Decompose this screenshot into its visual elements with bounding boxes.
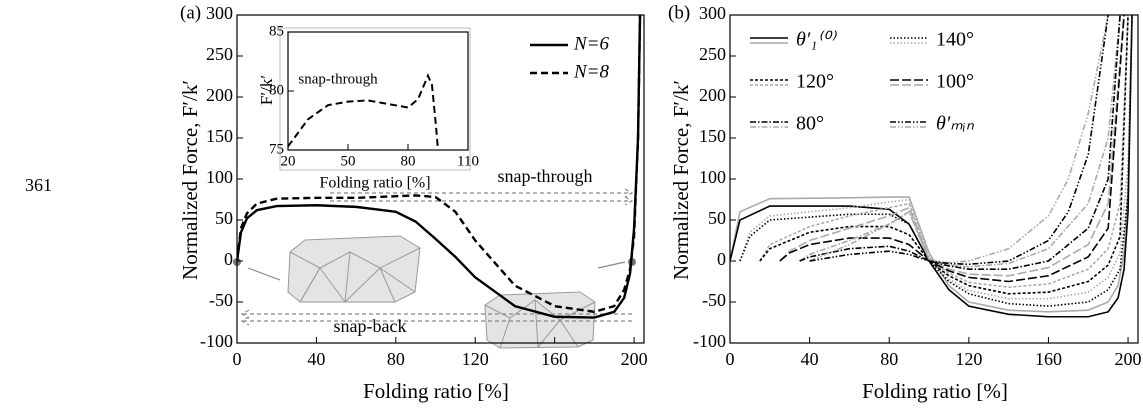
legend-label: θ′₁⁽⁰⁾ (796, 29, 837, 51)
x-tick-label: 40 (801, 349, 819, 369)
y-tick-label: 200 (699, 85, 726, 105)
x-tick-label: 80 (387, 349, 405, 369)
y-tick-label: 150 (206, 126, 233, 146)
line (237, 14, 642, 314)
x-tick-label: 200 (621, 349, 648, 369)
x-tick-label: 80 (401, 153, 416, 169)
x-tick-label: 120 (462, 349, 489, 369)
legend-label: 120° (796, 71, 834, 93)
x-tick-label: 110 (457, 153, 479, 169)
line (809, 14, 1109, 266)
y-tick-label: 250 (206, 44, 233, 64)
y-tick-label: 250 (699, 44, 726, 64)
x-axis-label: Folding ratio [%] (319, 175, 430, 192)
line (288, 73, 439, 151)
x-axis-label: Folding ratio [%] (862, 379, 1008, 403)
y-tick-label: -100 (200, 331, 233, 351)
line (730, 14, 1133, 318)
y-axis-label: Normalized Force, F′/k′ (669, 80, 693, 280)
x-tick-label: 40 (307, 349, 325, 369)
y-tick-label: 85 (269, 23, 284, 39)
plot-frame (287, 31, 469, 151)
panel-label: (a) (180, 2, 201, 23)
annotation: snap-through (498, 166, 593, 186)
gray-line (759, 14, 1129, 289)
series (779, 14, 1125, 283)
x-tick-label: 50 (341, 153, 356, 169)
series (759, 14, 1129, 295)
y-tick-label: 80 (269, 82, 284, 98)
y-tick-label: 75 (269, 141, 284, 157)
y-tick-label: 200 (206, 85, 233, 105)
y-tick-label: -100 (693, 331, 726, 351)
illustration-folded (484, 291, 596, 349)
y-tick-label: -50 (702, 290, 726, 310)
line (759, 14, 1129, 295)
page-number: 361 (25, 175, 52, 195)
y-tick-label: 300 (699, 3, 726, 23)
y-tick-label: 0 (717, 249, 726, 269)
line (237, 14, 642, 319)
series (739, 14, 1133, 307)
y-tick-label: 50 (215, 208, 233, 228)
y-tick-label: 50 (708, 208, 726, 228)
legend-label: N=6 (573, 33, 609, 54)
line (779, 14, 1125, 283)
line (739, 14, 1133, 307)
panel-label: (b) (668, 2, 690, 23)
x-axis-label: Folding ratio [%] (363, 379, 509, 403)
x-tick-label: 160 (1035, 349, 1062, 369)
series (288, 73, 439, 151)
series (237, 14, 642, 314)
x-tick-label: 80 (880, 349, 898, 369)
x-tick-label: 160 (541, 349, 568, 369)
legend-label: 140° (936, 29, 974, 51)
gray-line (809, 14, 1109, 264)
y-tick-label: 100 (699, 167, 726, 187)
y-tick-label: -50 (209, 290, 233, 310)
gray-line (779, 14, 1125, 277)
x-tick-label: 20 (281, 153, 296, 169)
x-tick-label: 200 (1115, 349, 1142, 369)
annotation: snap-back (334, 316, 407, 336)
legend-label: 100° (936, 71, 974, 93)
series (237, 14, 642, 319)
series (799, 14, 1121, 270)
gray-line (739, 14, 1133, 300)
x-tick-label: 120 (955, 349, 982, 369)
y-axis-label: F′/k′ (257, 75, 276, 105)
y-tick-label: 300 (206, 3, 233, 23)
illustration-unfolded (287, 235, 421, 303)
snap-arrows (240, 188, 634, 326)
legend-label: N=8 (573, 61, 609, 82)
y-tick-label: 100 (206, 167, 233, 187)
line (799, 14, 1121, 270)
plot-frame (236, 14, 645, 344)
series (730, 14, 1133, 318)
y-tick-label: 150 (699, 126, 726, 146)
x-tick-label: 0 (726, 349, 735, 369)
annotation: snap-through (298, 71, 378, 87)
series (809, 14, 1109, 266)
legend-label: θ′ₘᵢₙ (936, 113, 975, 135)
plot-frame (729, 14, 1139, 344)
legend-label: 80° (796, 113, 824, 135)
inset-background (279, 27, 471, 171)
gray-line (730, 14, 1133, 313)
x-tick-label: 0 (233, 349, 242, 369)
y-axis-label: Normalized Force, F′/k′ (178, 80, 202, 280)
y-tick-label: 0 (224, 249, 233, 269)
